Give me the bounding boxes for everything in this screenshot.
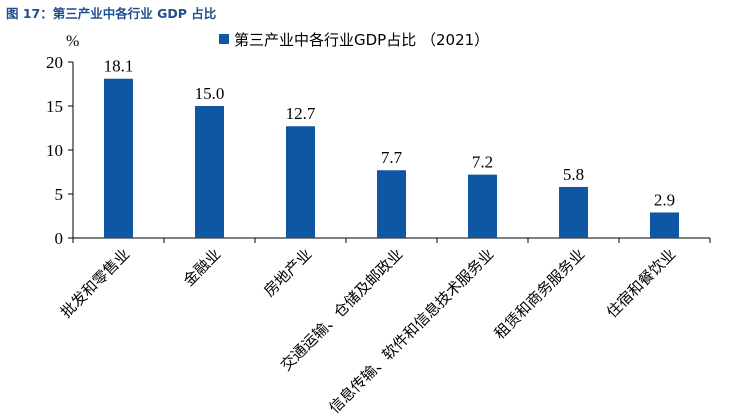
category-label: 租赁和商务服务业 (491, 245, 589, 343)
bar (286, 126, 315, 238)
data-label: 18.1 (104, 57, 134, 76)
y-tick-label: 10 (46, 141, 63, 160)
data-label: 5.8 (563, 165, 584, 184)
category-label: 房地产业 (260, 245, 315, 300)
data-label: 12.7 (286, 104, 316, 123)
category-label: 住宿和餐饮业 (603, 245, 679, 321)
bar (104, 78, 133, 238)
category-label: 批发和零售业 (57, 245, 133, 321)
bar (195, 106, 224, 238)
y-tick-label: 20 (46, 53, 63, 72)
y-tick-label: 5 (55, 185, 64, 204)
data-label: 2.9 (654, 190, 675, 209)
figure-title: 图 17：第三产业中各行业 GDP 占比 (6, 6, 217, 21)
bar (559, 186, 588, 238)
legend-swatch (219, 34, 229, 44)
y-tick-label: 0 (55, 229, 64, 248)
data-label: 7.2 (472, 153, 493, 172)
data-label: 7.7 (381, 148, 403, 167)
data-label: 15.0 (195, 84, 225, 103)
bar (468, 174, 497, 238)
bar (377, 170, 406, 238)
bar (650, 212, 679, 238)
y-axis-unit-label: % (66, 33, 79, 50)
category-label: 金融业 (180, 245, 225, 290)
category-label: 信息传输、软件和信息技术服务业 (325, 245, 497, 417)
legend-label: 第三产业中各行业GDP占比 （2021） (234, 31, 489, 49)
y-tick-label: 15 (46, 97, 63, 116)
